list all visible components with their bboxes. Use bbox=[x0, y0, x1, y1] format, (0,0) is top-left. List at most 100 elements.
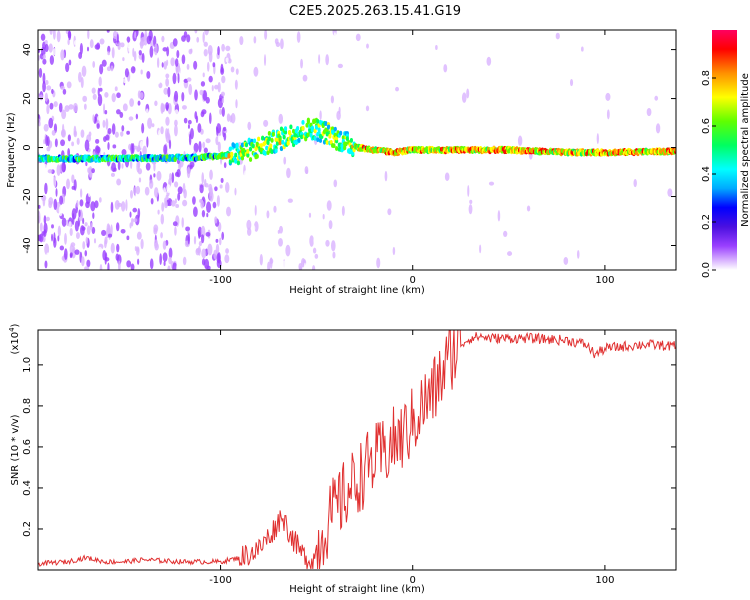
spectrogram-noise-blob bbox=[268, 158, 274, 167]
spectrogram-noise-blob bbox=[145, 108, 149, 115]
spectrogram-ridge-cell bbox=[254, 146, 258, 152]
spectrogram-noise-blob bbox=[134, 31, 137, 39]
spectrogram-noise-blob bbox=[45, 80, 49, 85]
spectrogram-noise-blob bbox=[159, 253, 162, 266]
spectrogram-noise-blob bbox=[66, 178, 70, 190]
spectrogram-noise-blob bbox=[95, 146, 101, 154]
spectrogram-noise-blob bbox=[44, 92, 49, 102]
spectrogram-noise-blob bbox=[186, 34, 191, 43]
spectrogram-noise-blob bbox=[194, 30, 198, 34]
spectrogram-noise-blob bbox=[123, 78, 127, 84]
spectrogram-noise-blob bbox=[77, 92, 80, 97]
spectrogram-x-label: Height of straight line (km) bbox=[289, 285, 425, 296]
spectrogram-noise-blob bbox=[182, 199, 188, 207]
spectrogram-ridge-cell bbox=[325, 140, 329, 145]
spectrogram-noise-blob bbox=[120, 131, 124, 137]
spectrogram-noise-blob bbox=[491, 197, 496, 207]
spectrogram-noise-blob bbox=[326, 200, 332, 211]
spectrogram-ridge-cell bbox=[349, 138, 354, 143]
spectrogram-ridge-cell bbox=[266, 140, 270, 145]
spectrogram-noise-blob bbox=[115, 222, 120, 232]
spectrogram-noise-blob bbox=[304, 107, 308, 115]
snr-y-label: SNR (10 * v/v) bbox=[10, 414, 21, 485]
spectrogram-noise-blob bbox=[224, 254, 230, 264]
spectrogram-noise-blob bbox=[430, 82, 434, 93]
colorbar-tick-label: 0.4 bbox=[701, 166, 712, 182]
spectrogram-noise-blob bbox=[219, 108, 223, 115]
spectrogram-ridge-cell bbox=[248, 146, 253, 152]
spectrogram-noise-blob bbox=[596, 133, 599, 145]
spectrogram-noise-blob bbox=[132, 218, 138, 223]
spectrogram-noise-blob bbox=[288, 225, 291, 236]
spectrogram-noise-blob bbox=[223, 126, 227, 132]
spectrogram-noise-blob bbox=[143, 78, 148, 90]
spectrogram-noise-blob bbox=[90, 201, 96, 212]
spectrogram-noise-blob bbox=[130, 66, 136, 74]
spectrogram-noise-blob bbox=[49, 55, 55, 65]
spectrogram-noise-blob bbox=[114, 131, 119, 138]
spectrogram-noise-blob bbox=[234, 187, 237, 196]
spectrogram-noise-blob bbox=[130, 142, 134, 155]
spectrogram-noise-blob bbox=[91, 226, 96, 234]
spectrogram-noise-blob bbox=[332, 251, 336, 259]
spectrogram-ridge-cell bbox=[344, 141, 348, 147]
spectrogram-noise-blob bbox=[99, 197, 102, 203]
spectrogram-noise-blob bbox=[217, 141, 221, 153]
spectrogram-noise-blob bbox=[231, 49, 235, 59]
spectrogram-noise-blob bbox=[82, 217, 85, 225]
spectrogram-noise-blob bbox=[110, 224, 113, 237]
spectrogram-noise-blob bbox=[117, 160, 121, 171]
spectrogram-noise-blob bbox=[43, 123, 49, 132]
snr-multiplier-label: (x104) bbox=[8, 323, 21, 354]
spectrogram-noise-blob bbox=[137, 90, 141, 99]
spectrogram-noise-blob bbox=[126, 235, 130, 241]
spectrogram-noise-blob bbox=[45, 216, 50, 222]
spectrogram-noise-blob bbox=[41, 231, 46, 236]
snr-y-tick-label: 0.8 bbox=[22, 398, 33, 414]
spectrogram-noise-blob bbox=[55, 188, 58, 197]
spectrogram-noise-blob bbox=[395, 86, 400, 92]
spectrogram-noise-blob bbox=[235, 68, 239, 75]
spectrogram-noise-blob bbox=[116, 243, 120, 253]
spectrogram-noise-blob bbox=[67, 210, 70, 221]
spectrogram-noise-blob bbox=[74, 39, 78, 46]
spectrogram-noise-blob bbox=[221, 43, 225, 52]
spectrogram-noise-blob bbox=[120, 42, 125, 48]
spectrogram-noise-blob bbox=[254, 205, 257, 216]
spectrogram-noise-blob bbox=[168, 256, 172, 265]
spectrogram-noise-blob bbox=[225, 57, 229, 63]
spectrogram-ridge-cell bbox=[234, 158, 238, 164]
spectrogram-noise-blob bbox=[333, 32, 337, 42]
spectrogram-ridge-cell bbox=[316, 137, 320, 143]
spectrogram-ridge-cell bbox=[244, 142, 249, 148]
spectrogram-noise-blob bbox=[53, 232, 56, 244]
spectrogram-noise-blob bbox=[69, 244, 74, 255]
spectrogram-noise-blob bbox=[443, 64, 448, 73]
spectrogram-noise-blob bbox=[200, 234, 205, 244]
spectrogram-noise-blob bbox=[69, 252, 73, 257]
spectrogram-noise-blob bbox=[366, 43, 369, 49]
spectrogram-ridge-cell bbox=[227, 153, 231, 158]
spectrogram-noise-blob bbox=[167, 265, 171, 270]
spectrogram-noise-blob bbox=[82, 241, 86, 250]
spectrogram-noise-blob bbox=[128, 46, 131, 52]
spectrogram-noise-blob bbox=[160, 213, 165, 225]
spectrogram-noise-blob bbox=[130, 217, 134, 227]
spectrogram-ridge-cell bbox=[291, 128, 296, 134]
spectrogram-noise-blob bbox=[287, 198, 293, 203]
spectrogram-noise-blob bbox=[280, 38, 284, 50]
spectrogram-y-label: Frequency (Hz) bbox=[6, 112, 17, 188]
spectrogram-noise-blob bbox=[667, 188, 673, 197]
spectrogram-noise-blob bbox=[87, 30, 90, 40]
spectrogram-noise-blob bbox=[165, 78, 170, 87]
spectrogram-noise-blob bbox=[103, 136, 107, 143]
spectrogram-noise-blob bbox=[130, 160, 133, 169]
spectrogram-noise-blob bbox=[612, 258, 617, 264]
spectrogram-noise-blob bbox=[76, 199, 79, 208]
spectrogram-noise-blob bbox=[121, 125, 125, 132]
spectrogram-noise-blob bbox=[277, 229, 280, 234]
spectrogram-noise-blob bbox=[226, 206, 232, 217]
spectrogram-noise-blob bbox=[59, 245, 65, 251]
spectrogram-noise-blob bbox=[122, 57, 125, 62]
